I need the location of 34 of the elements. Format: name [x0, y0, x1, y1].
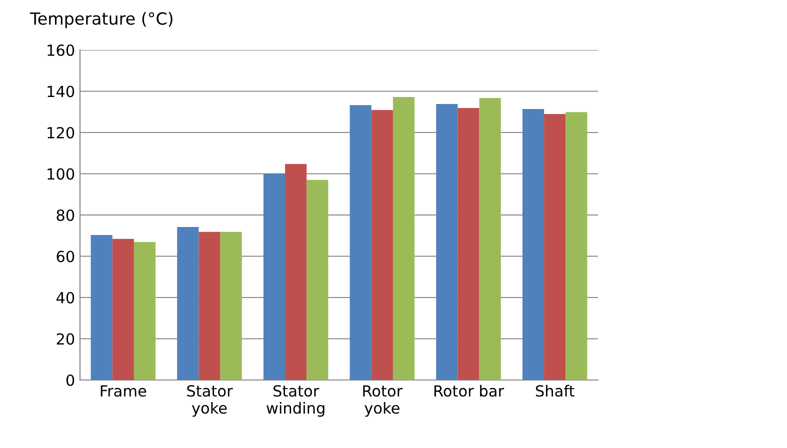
bar [263, 174, 286, 380]
bar [90, 235, 112, 380]
bar [479, 98, 501, 380]
bar [177, 226, 199, 380]
bar [458, 108, 480, 380]
bar [306, 180, 328, 380]
bar [371, 110, 393, 380]
bar [112, 238, 134, 380]
y-tick-label: 0 [66, 374, 74, 386]
x-tick-label: Stator yoke [187, 385, 233, 417]
y-tick-label: 160 [48, 44, 74, 56]
bar [566, 112, 588, 380]
x-tick-label: Frame [100, 385, 146, 397]
y-tick-label: 20 [56, 333, 74, 345]
y-tick-label: 40 [56, 292, 74, 304]
y-tick-label: 60 [56, 250, 74, 262]
bar [198, 232, 220, 380]
bar [544, 114, 566, 380]
bar [134, 242, 156, 380]
x-tick-label: Rotor yoke [363, 385, 403, 417]
bar [436, 104, 458, 380]
x-tick-label: Rotor bar [434, 384, 504, 397]
y-axis-title: Temperature (°C) [30, 12, 172, 28]
x-tick-label: Stator winding [266, 385, 324, 417]
bar [522, 108, 544, 380]
bar [285, 164, 307, 380]
bar [350, 105, 372, 380]
bar [220, 232, 242, 380]
y-tick-label: 140 [48, 86, 74, 98]
bar [392, 97, 415, 380]
x-tick-label: Shaft [536, 384, 574, 397]
y-tick-label: 100 [48, 168, 74, 180]
y-tick-label: 80 [56, 209, 74, 222]
y-tick-label: 120 [48, 126, 74, 139]
